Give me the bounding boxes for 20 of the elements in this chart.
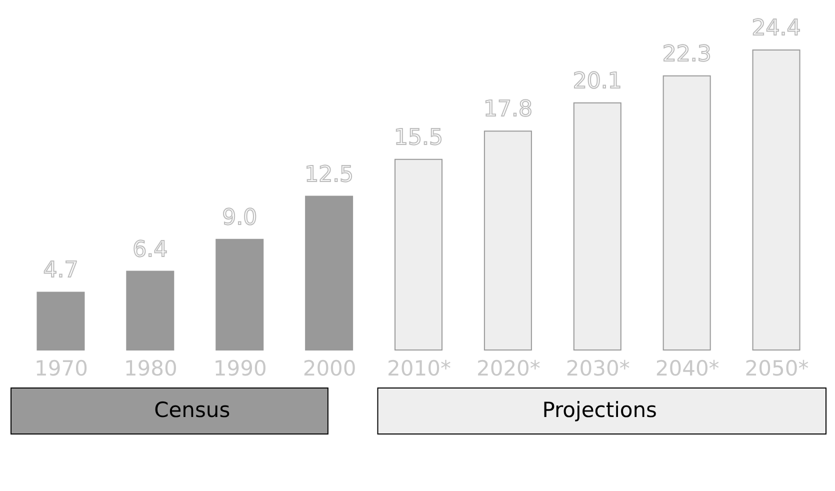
bar bbox=[484, 130, 532, 350]
bar bbox=[752, 50, 800, 350]
bar bbox=[573, 102, 622, 350]
text: Census bbox=[154, 398, 230, 422]
bar bbox=[126, 270, 174, 350]
data-label: 9.0 bbox=[222, 205, 258, 230]
data-label: 6.4 bbox=[132, 237, 168, 262]
data-label: 22.3 bbox=[662, 42, 712, 67]
bar bbox=[216, 238, 264, 350]
data-label: 15.5 bbox=[394, 125, 443, 150]
bar bbox=[36, 292, 85, 350]
bar bbox=[662, 75, 711, 350]
data-label: 12.5 bbox=[304, 162, 354, 188]
bar bbox=[305, 196, 354, 350]
text: Projections bbox=[542, 398, 658, 422]
data-label: 4.7 bbox=[43, 258, 78, 284]
data-label: 17.8 bbox=[483, 97, 532, 122]
bar bbox=[394, 158, 442, 350]
data-label: 20.1 bbox=[572, 68, 622, 94]
data-label: 24.4 bbox=[752, 16, 801, 41]
